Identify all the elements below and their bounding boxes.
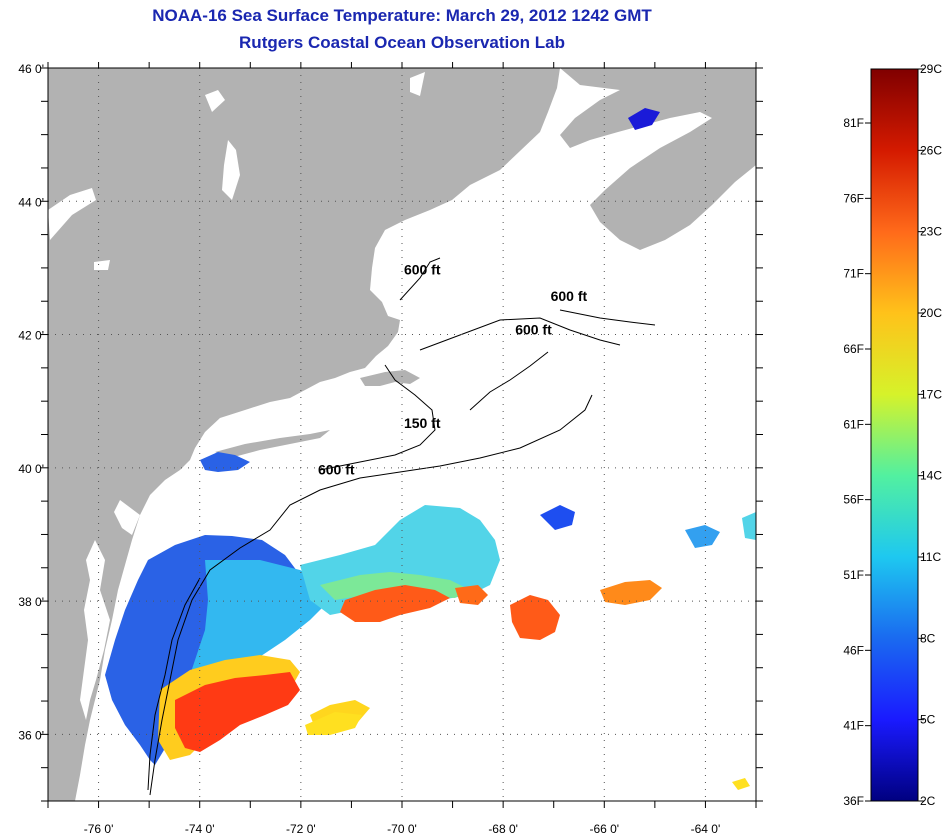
colorbar-label-celsius: 11C [920,550,941,564]
inland-lake [205,90,225,112]
colorbar-label-fahrenheit: 66F [843,342,864,356]
sst-patch-red-core [175,672,300,752]
colorbar-label-fahrenheit: 41F [843,719,864,733]
x-axis-ticks: -76 0' -74 0' -72 0' -70 0' -68 0' -66 0' -64 … [47,62,757,836]
y-tick-label: 46 0' [18,62,44,76]
x-tick-label: -68 0' [488,822,518,836]
y-tick-label: 42 0' [18,329,44,343]
temperature-colorbar: 29C 26C 23C 20C 17C 14C 11C 8C 5C 2C 81F 76F 71F 66F 6… [843,62,942,808]
colorbar-label-celsius: 5C [920,713,936,727]
inland-lake [410,72,425,96]
y-tick-label: 40 0' [18,462,44,476]
colorbar-label-celsius: 17C [920,387,942,401]
land-mainland [48,68,560,801]
colorbar-label-celsius: 14C [920,469,942,483]
contour-label: 600 ft [404,262,441,278]
colorbar-gradient [870,68,919,802]
colorbar-label-fahrenheit: 51F [843,568,864,582]
sst-patch-blue-north [200,452,250,472]
sst-patch-blue-ne [540,505,575,530]
contour-label: 600 ft [515,322,552,338]
y-tick-label: 36 0' [18,728,44,742]
y-tick-label: 44 0' [18,195,44,209]
sst-patch-cyan-edge [742,512,756,540]
y-axis-ticks: 46 0' 44 0' 42 0' 40 0' 38 0' 36 0' [18,62,763,802]
contour-label: 600 ft [318,461,355,477]
sst-patch-blue-ne-2 [685,525,720,548]
sst-patch-blue-bay-fundy [628,108,660,130]
colorbar-label-fahrenheit: 71F [843,267,864,281]
x-tick-label: -66 0' [589,822,619,836]
x-tick-label: -76 0' [84,822,114,836]
map-subtitle: Rutgers Coastal Ocean Observation Lab [239,33,565,52]
colorbar-label-fahrenheit: 76F [843,191,864,205]
x-tick-label: -70 0' [387,822,417,836]
chesapeake-bay [80,540,110,720]
contour-label: 600 ft [551,288,588,304]
land-nova-scotia [560,68,756,250]
contour-labels: 600 ft 600 ft 600 ft 150 ft 600 ft [318,262,588,478]
colorbar-label-fahrenheit: 81F [843,116,864,130]
x-tick-label: -74 0' [185,822,215,836]
colorbar-label-fahrenheit: 36F [843,794,864,808]
sst-patch-orange-east-1 [510,595,560,640]
delaware-bay [114,500,140,535]
sst-patch-yellow-se [732,778,750,790]
land-long-island [215,430,330,458]
colorbar-label-fahrenheit: 61F [843,417,864,431]
sst-patch-orange-east-3 [455,585,488,605]
x-tick-label: -64 0' [691,822,721,836]
colorbar-label-celsius: 23C [920,225,942,239]
sst-data-layer [105,108,756,790]
y-tick-label: 38 0' [18,595,44,609]
colorbar-label-celsius: 2C [920,794,936,808]
contour-label: 150 ft [404,415,441,431]
x-tick-label: -72 0' [286,822,316,836]
colorbar-label-celsius: 20C [920,306,942,320]
inland-lake [94,260,110,270]
colorbar-label-fahrenheit: 46F [843,643,864,657]
sst-patch-orange-east-2 [600,580,662,605]
sst-patch-orange-1 [340,585,450,622]
colorbar-label-celsius: 8C [920,631,936,645]
colorbar-label-celsius: 29C [920,62,942,76]
land-cape-cod [360,370,420,386]
colorbar-label-celsius: 26C [920,143,942,157]
inland-lake [222,140,240,200]
colorbar-ticks: 29C 26C 23C 20C 17C 14C 11C 8C 5C 2C 81F 76F 71F 66F 6… [843,62,942,808]
bathymetry-contours [147,257,656,796]
map-title: NOAA-16 Sea Surface Temperature: March 2… [152,6,652,25]
sst-patch-yellow-south [305,712,362,735]
colorbar-label-fahrenheit: 56F [843,493,864,507]
